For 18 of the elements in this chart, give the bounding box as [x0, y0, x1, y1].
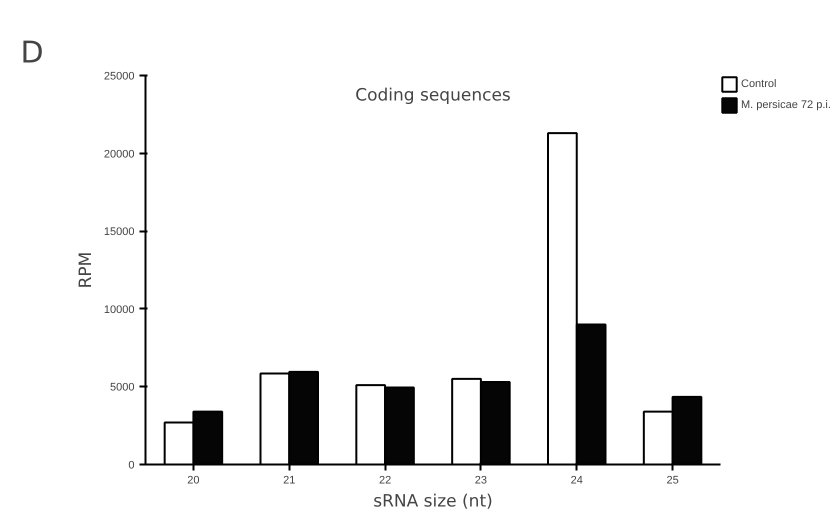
y-tick-label: 20000	[104, 148, 135, 160]
text: Coding sequences	[355, 86, 511, 106]
y-tick-label: 5000	[110, 382, 135, 394]
legend-label: M. persicae 72 p.i.	[741, 99, 831, 111]
x-tick-label: 24	[570, 474, 583, 486]
x-tick-label: 21	[283, 474, 296, 486]
y-tick-label: 25000	[104, 70, 135, 82]
x-tick-label: 22	[378, 474, 392, 486]
y-tick-label: 0	[128, 460, 135, 472]
text: D	[20, 36, 44, 70]
x-tick-label: 23	[474, 474, 488, 486]
y-axis-title: RPM	[76, 252, 96, 288]
y-tick-label: 15000	[104, 226, 135, 238]
y-tick-label: 10000	[104, 304, 135, 316]
x-tick-label: 25	[666, 474, 679, 486]
x-tick-label: 20	[187, 474, 200, 486]
legend-label: Control	[741, 78, 776, 90]
x-axis-title: sRNA size (nt)	[373, 492, 493, 512]
